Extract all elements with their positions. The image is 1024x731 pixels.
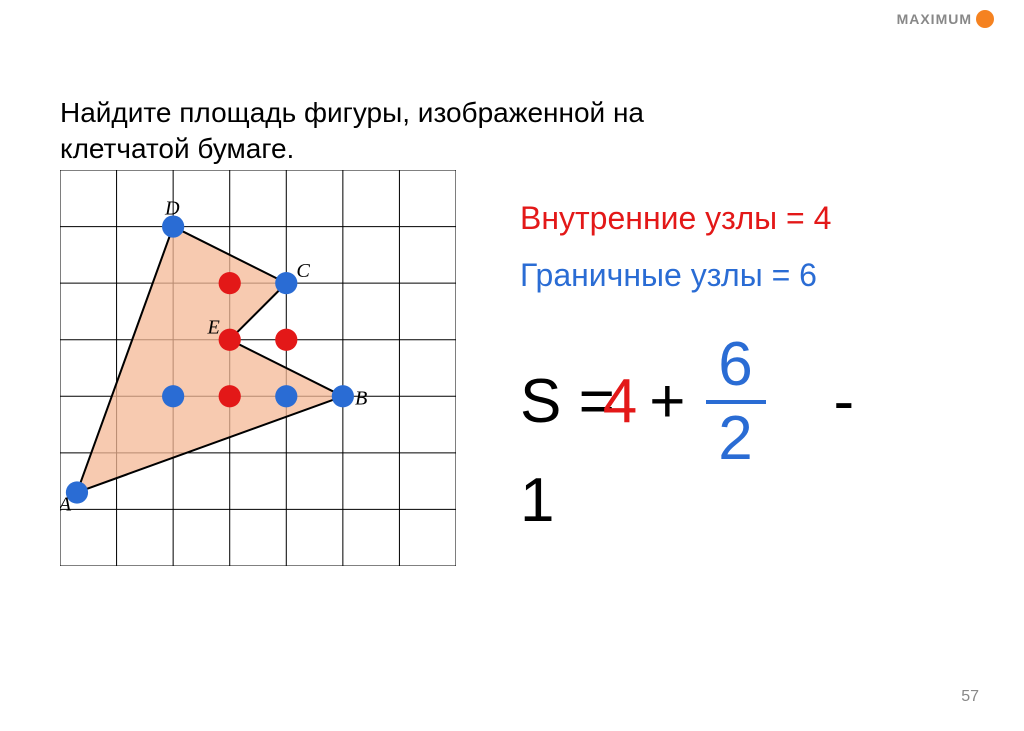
logo-text: MAXIMUM — [897, 11, 972, 27]
svg-text:B: B — [355, 387, 367, 409]
picks-formula: S = 4 + 6 2 - — [520, 334, 1000, 470]
formula-fraction: 6 2 — [706, 334, 766, 470]
formula-plus: + — [649, 368, 685, 436]
fraction-denominator: 2 — [718, 408, 752, 470]
fraction-numerator: 6 — [718, 334, 752, 396]
logo-mark-icon — [976, 10, 994, 28]
page-number: 57 — [961, 688, 979, 706]
interior-nodes-label: Внутренние узлы = 4 — [520, 200, 1000, 237]
boundary-nodes-label: Граничные узлы = 6 — [520, 257, 1000, 294]
formula-one: 1 — [520, 465, 1000, 536]
svg-text:E: E — [206, 317, 219, 339]
formula-interior-value: 4 — [603, 368, 637, 436]
brand-logo: MAXIMUM — [897, 10, 994, 28]
svg-text:C: C — [296, 260, 310, 282]
formula-prefix: S = — [520, 368, 615, 436]
grid-diagram: A B C D E — [60, 170, 456, 566]
svg-text:A: A — [60, 494, 72, 516]
formula-minus: - — [834, 368, 855, 436]
svg-text:D: D — [164, 197, 180, 219]
grid-svg: A B C D E — [60, 170, 456, 566]
solution-panel: Внутренние узлы = 4 Граничные узлы = 6 S… — [520, 200, 1000, 536]
problem-title: Найдите площадь фигуры, изображенной на … — [60, 95, 760, 168]
